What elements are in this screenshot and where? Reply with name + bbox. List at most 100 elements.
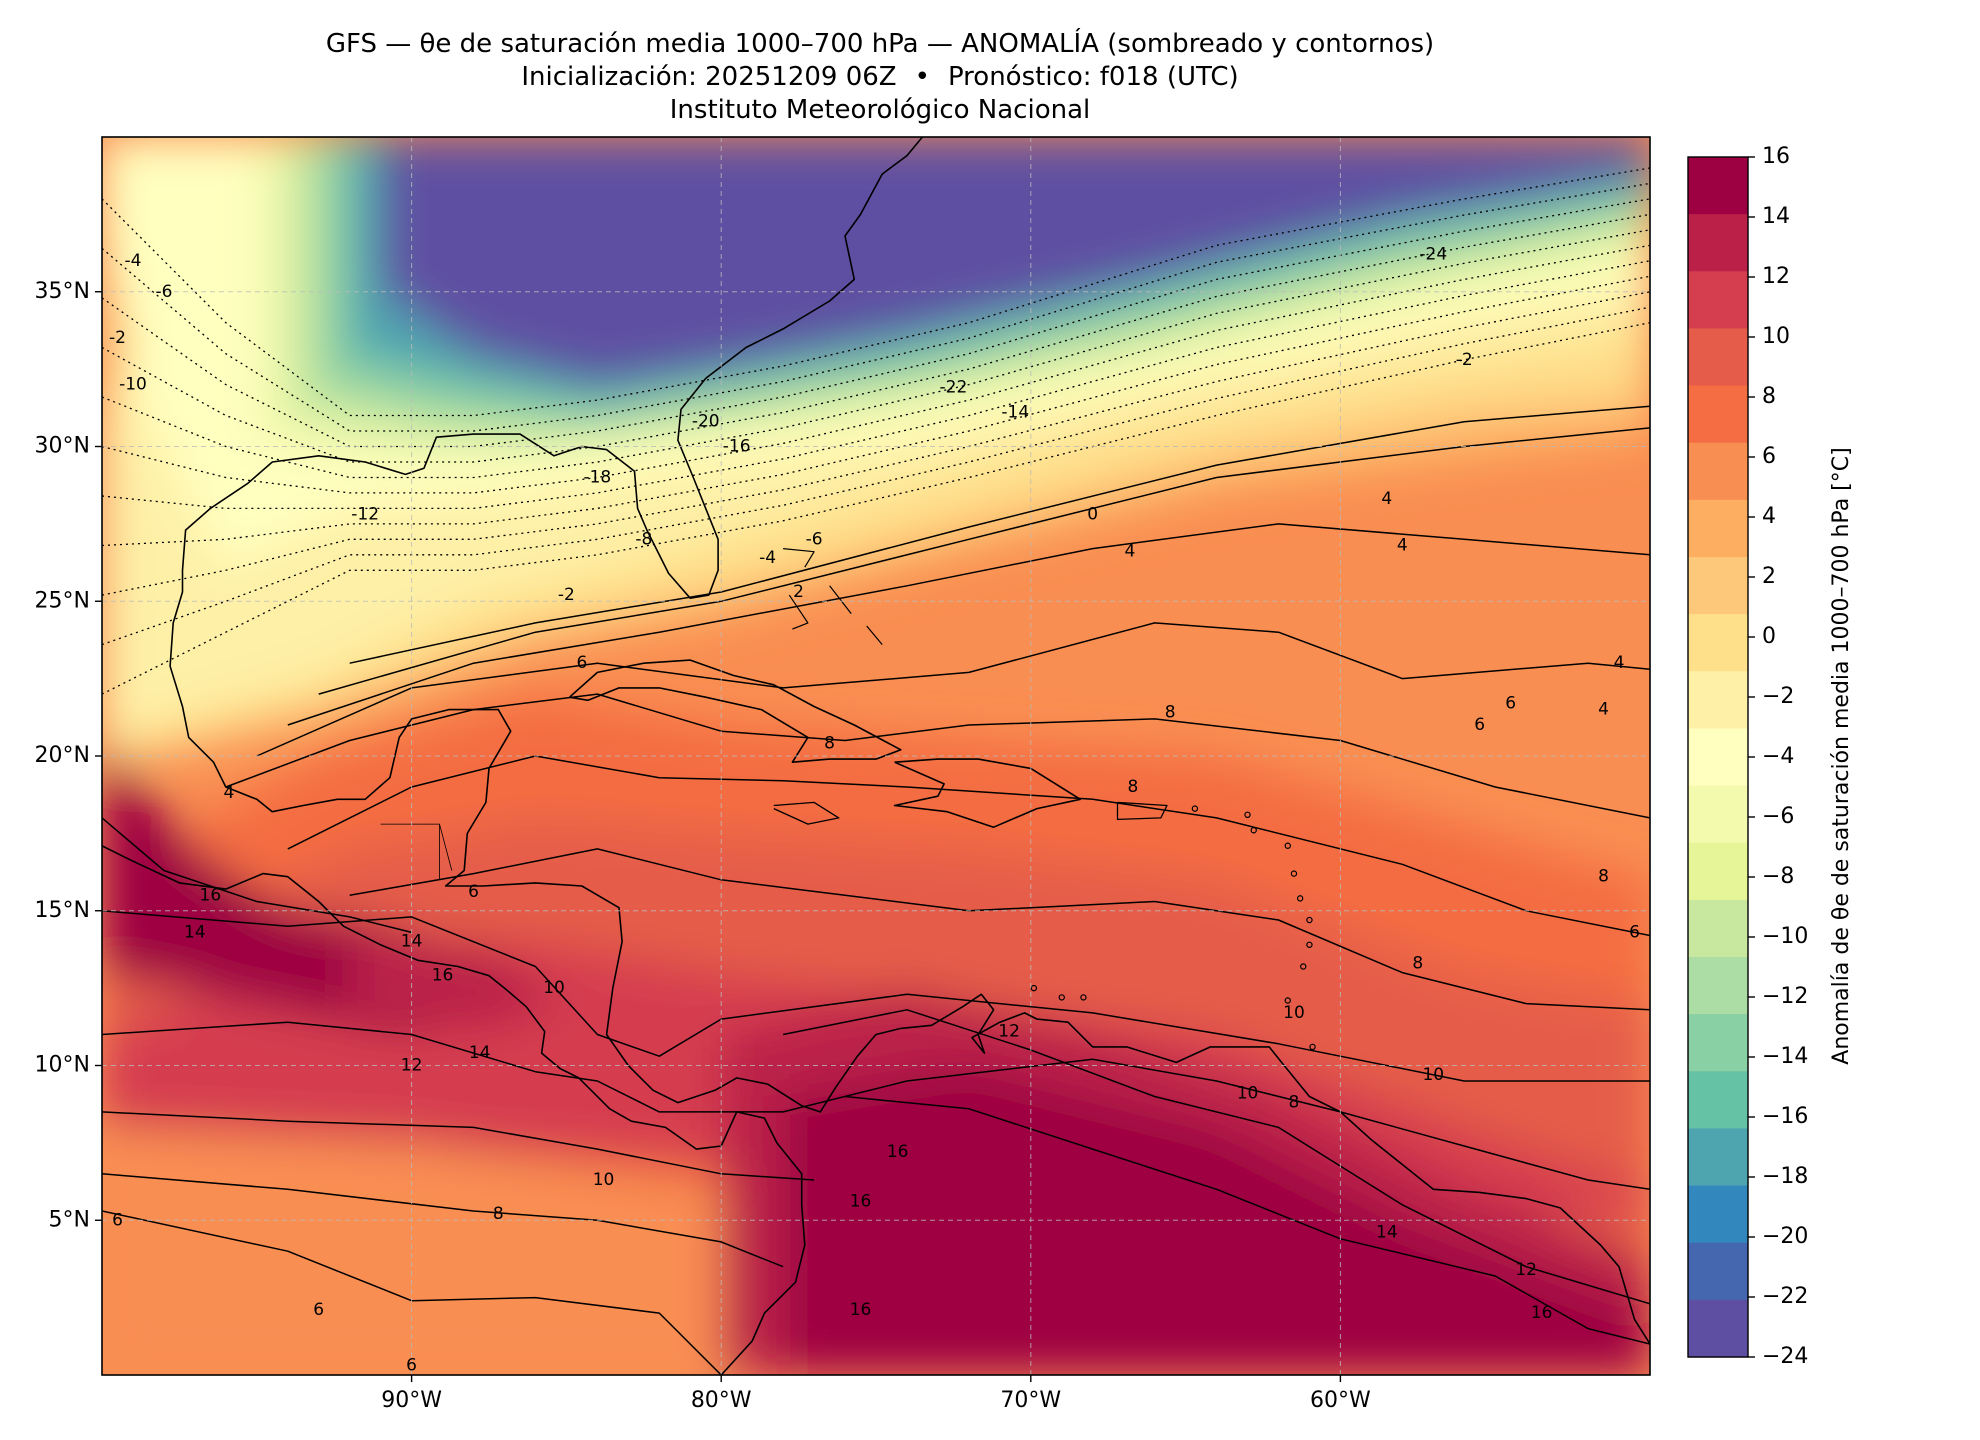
colorbar-tick-label: 14 <box>1762 204 1790 229</box>
contour-line <box>782 1009 1650 1305</box>
colorbar-tick-label: −10 <box>1762 924 1808 949</box>
contour-label: 6 <box>468 882 479 902</box>
coastline <box>829 585 852 614</box>
border <box>439 823 453 871</box>
colorbar-segment <box>1688 957 1748 1015</box>
contour-label: 6 <box>1474 715 1485 735</box>
lat-tick-label: 20°N <box>35 743 90 768</box>
colorbar-tick-label: −2 <box>1762 684 1794 709</box>
lat-tick-label: 35°N <box>35 279 90 304</box>
contour-label: 14 <box>1376 1223 1398 1243</box>
contour-line <box>287 755 1650 937</box>
contour-labels: -24-22-20-18-16-14-12-10-6-4-2-2-8 -6-4-2… <box>109 245 1640 1376</box>
island <box>1306 916 1313 924</box>
contour-label: 4 <box>1124 542 1135 562</box>
colorbar-tick-label: 6 <box>1762 444 1776 469</box>
colorbar-segment <box>1688 614 1748 672</box>
contour-label: 16 <box>1531 1303 1553 1323</box>
forecast-label: Pronóstico: f018 (UTC) <box>947 62 1239 92</box>
init-label: Inicialización: 20251209 06Z <box>521 62 897 92</box>
contour-label: -4 <box>124 251 141 271</box>
contour-line <box>102 322 1650 695</box>
contour-line <box>287 523 1650 726</box>
contour-label: 6 <box>1629 922 1640 942</box>
contour-label: 6 <box>313 1300 324 1320</box>
contour-label: 16 <box>432 966 454 986</box>
contour-label: 16 <box>887 1142 909 1162</box>
contour-label: 4 <box>1598 700 1609 720</box>
contour-label: 14 <box>184 922 206 942</box>
colorbar-tick-label: −12 <box>1762 984 1808 1009</box>
lon-tick-label: 70°W <box>1000 1388 1061 1413</box>
contour-label: 4 <box>1614 653 1625 673</box>
contour-line <box>102 306 1650 646</box>
colorbar-tick-label: 0 <box>1762 624 1776 649</box>
colorbar-segment <box>1688 557 1748 615</box>
contour-label: 8 <box>1289 1093 1300 1113</box>
contour-label: -6 <box>806 529 823 549</box>
coastline <box>788 594 809 630</box>
contour-label: 6 <box>576 653 587 673</box>
contour-line <box>102 260 1650 510</box>
colorbar-segment <box>1688 442 1748 501</box>
contour-label: -24 <box>1419 245 1447 265</box>
contour-label: 12 <box>401 1056 423 1076</box>
colorbar-tick-label: −6 <box>1762 804 1794 829</box>
contour-label: -20 <box>692 412 720 432</box>
contour-label: -2 <box>558 585 575 605</box>
contour-label: -4 <box>759 548 776 568</box>
colorbar-segment <box>1688 671 1748 730</box>
coastline <box>893 758 1082 828</box>
lon-tick-label: 90°W <box>381 1388 442 1413</box>
island <box>1244 811 1251 819</box>
colorbar-segment <box>1688 499 1748 558</box>
contour-label: -2 <box>109 328 126 348</box>
contour-label: -18 <box>583 467 611 487</box>
contour-label: 8 <box>824 734 835 754</box>
colorbar-tick-label: −20 <box>1762 1224 1808 1249</box>
colorbar-tick-label: −8 <box>1762 864 1794 889</box>
contour-label: 8 <box>1165 703 1176 723</box>
colorbar-segment <box>1688 385 1748 444</box>
lat-tick-label: 5°N <box>49 1207 90 1232</box>
island <box>1309 1043 1316 1051</box>
gridlines <box>102 137 1650 1375</box>
contour-label: 6 <box>406 1356 417 1376</box>
colorbar-segment <box>1688 1128 1748 1187</box>
contour-label: 16 <box>850 1192 872 1212</box>
contour-line <box>102 1173 784 1268</box>
coastline <box>866 625 883 645</box>
colorbar-segment <box>1688 1014 1748 1072</box>
lat-tick-label: 10°N <box>35 1053 90 1078</box>
colorbar-segment <box>1688 328 1748 387</box>
contour-label: -16 <box>723 437 751 457</box>
title-block: GFS — θe de saturación media 1000–700 hP… <box>0 28 1760 127</box>
contour-label: -2 <box>1456 350 1473 370</box>
colorbar-tick-label: 2 <box>1762 564 1776 589</box>
contour-label: 8 <box>1128 777 1139 797</box>
contour-line <box>349 405 1650 664</box>
coastline <box>1116 801 1168 821</box>
title-line-3: Instituto Meteorológico Nacional <box>669 95 1091 125</box>
island <box>1030 984 1038 992</box>
contour-line <box>102 1210 722 1375</box>
colorbar-segment <box>1688 214 1748 272</box>
colorbar-tick-label: −18 <box>1762 1164 1808 1189</box>
lat-tick-label: 25°N <box>35 588 90 613</box>
contour-line <box>102 229 1650 479</box>
colorbar-segment <box>1688 1185 1748 1244</box>
coastline <box>568 659 902 763</box>
colorbar: 16 14 12 10 8 6 4 2 0 −2 −4 −6 −8 −10 −12 −14 −16 −18 −20 −… <box>1687 144 1808 1369</box>
title-separator: • <box>914 62 930 92</box>
island <box>1306 941 1313 948</box>
contour-label: -8 <box>635 529 652 549</box>
coastline <box>102 845 806 1375</box>
island <box>1080 994 1087 1001</box>
contour-label: 8 <box>493 1204 504 1224</box>
colorbar-segment <box>1688 842 1748 901</box>
island <box>1296 895 1304 902</box>
title-line-2: Inicialización: 20251209 06Z • Pronóstico:… <box>0 61 1760 94</box>
contour-line <box>102 817 412 934</box>
